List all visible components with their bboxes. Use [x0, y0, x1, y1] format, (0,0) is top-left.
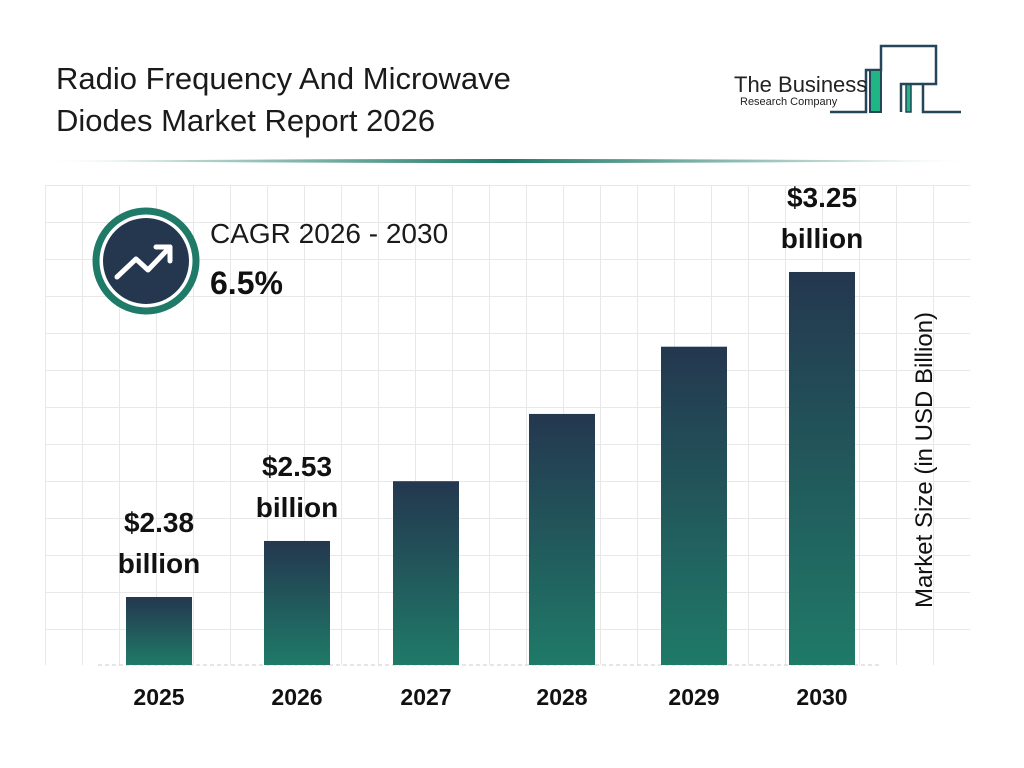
trending-up-icon — [114, 244, 173, 280]
x-tick-label: 2028 — [536, 684, 587, 710]
logo-icon — [830, 44, 961, 114]
bar-2025 — [126, 597, 192, 665]
logo-text-line-2: Research Company — [740, 96, 838, 108]
bar-2026 — [264, 540, 330, 665]
logo-text-line-1: The Business — [734, 72, 868, 97]
data-label-value: $3.25 — [787, 182, 857, 213]
data-label-value: $2.53 — [262, 451, 332, 482]
x-tick-label: 2026 — [271, 684, 322, 710]
data-label-value: $2.38 — [124, 507, 194, 538]
title-line-1: Radio Frequency And Microwave — [56, 61, 511, 96]
bar-2027 — [393, 481, 459, 665]
x-tick-label: 2030 — [796, 684, 847, 710]
data-label-unit: billion — [118, 548, 200, 579]
bar-2030 — [789, 271, 855, 665]
cagr-value: 6.5% — [210, 265, 283, 301]
x-tick-label: 2029 — [668, 684, 719, 710]
y-axis-label: Market Size (in USD Billion) — [911, 311, 938, 609]
cagr-badge — [92, 207, 200, 315]
data-label-unit: billion — [256, 492, 338, 523]
x-tick-label: 2027 — [400, 684, 451, 710]
title-divider — [40, 159, 970, 163]
cagr-label: CAGR 2026 - 2030 — [210, 218, 449, 249]
data-label-unit: billion — [781, 223, 863, 254]
title-line-2: Diodes Market Report 2026 — [56, 103, 436, 138]
bar-2028 — [529, 413, 595, 665]
chart-title: Radio Frequency And Microwave Diodes Mar… — [56, 58, 676, 142]
bar-2029 — [661, 346, 727, 665]
x-tick-label: 2025 — [133, 684, 184, 710]
